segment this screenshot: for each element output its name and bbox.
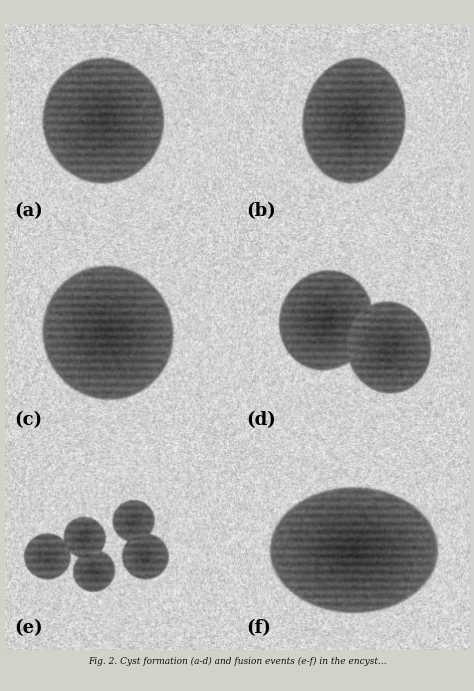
Text: (b): (b) — [246, 202, 276, 220]
Text: (d): (d) — [246, 410, 276, 428]
Text: (c): (c) — [14, 410, 42, 428]
Text: (a): (a) — [14, 202, 43, 220]
Text: Fig. 2. Cyst formation (a-d) and fusion events (e-f) in the encyst...: Fig. 2. Cyst formation (a-d) and fusion … — [88, 657, 386, 666]
Text: (e): (e) — [14, 619, 43, 637]
Text: (f): (f) — [246, 619, 271, 637]
